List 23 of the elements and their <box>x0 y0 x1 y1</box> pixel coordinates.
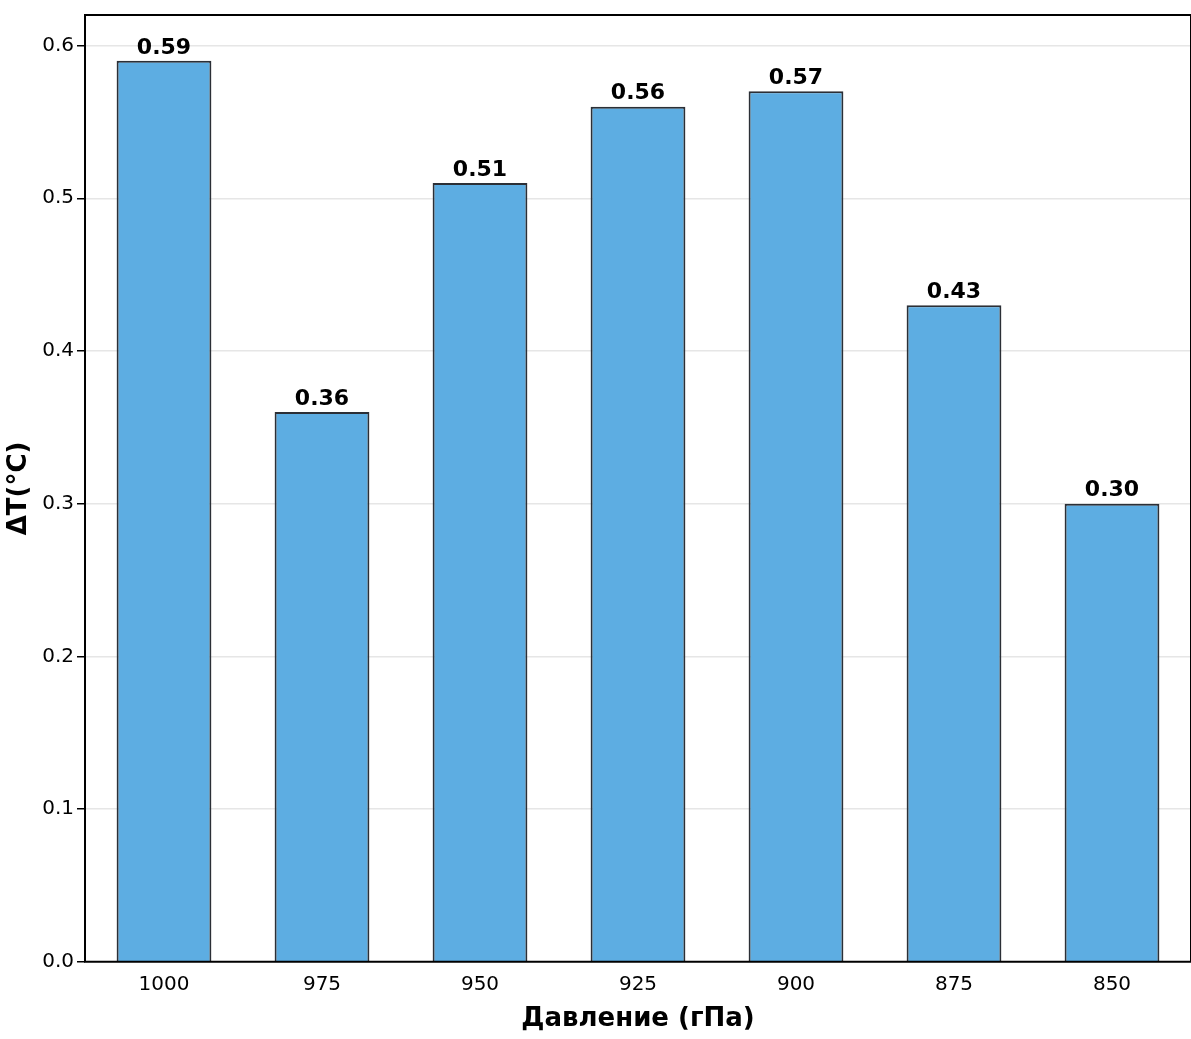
y-tick-label: 0.0 <box>42 948 75 972</box>
data-label: 0.59 <box>136 33 192 59</box>
x-tick-label: 950 <box>460 971 500 995</box>
x-axis-title: Давление (гПа) <box>521 1002 755 1033</box>
data-label: 0.36 <box>294 384 350 410</box>
y-tick-label: 0.5 <box>42 184 75 209</box>
y-tick-label: 0.6 <box>42 31 75 56</box>
data-label: 0.57 <box>768 64 824 90</box>
x-tick-label: 900 <box>776 971 816 995</box>
data-label: 0.51 <box>452 155 508 181</box>
data-label: 0.30 <box>1084 476 1140 502</box>
x-tick-label: 1000 <box>138 971 190 995</box>
data-label: 0.43 <box>926 277 982 303</box>
y-axis-title: ΔT(°C) <box>2 441 33 536</box>
x-tick-label: 925 <box>618 971 658 995</box>
data-label: 0.56 <box>610 79 666 105</box>
y-tick-label: 0.3 <box>42 489 75 514</box>
y-tick-label: 0.4 <box>42 337 75 362</box>
x-tick-label: 850 <box>1092 971 1132 995</box>
x-tick-label: 875 <box>934 971 974 995</box>
y-tick-label: 0.2 <box>42 642 75 667</box>
y-tick-label: 0.1 <box>42 795 75 820</box>
x-tick-label: 975 <box>302 971 342 995</box>
